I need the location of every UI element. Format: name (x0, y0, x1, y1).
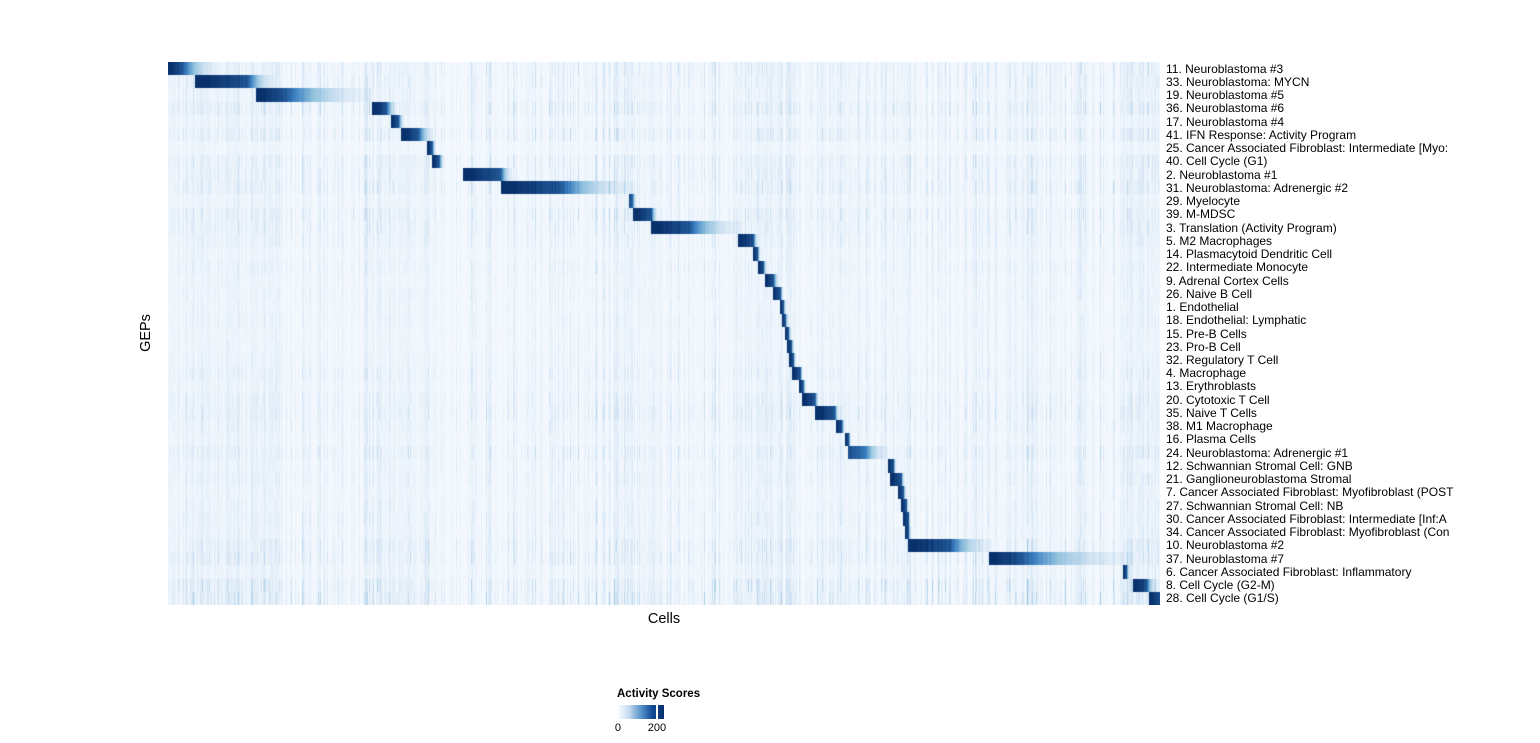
colorbar-legend: Activity Scores 0 200 (614, 688, 737, 735)
gep-row-label: 4. Macrophage (1166, 366, 1247, 381)
x-axis-title: Cells (647, 611, 681, 627)
gep-row-label: 40. Cell Cycle (G1) (1166, 154, 1268, 169)
gep-row-label: 16. Plasma Cells (1166, 432, 1257, 447)
gep-row-label: 24. Neuroblastoma: Adrenergic #1 (1166, 445, 1349, 460)
colorbar-tick-mark (655, 705, 658, 719)
gep-row-label: 39. M-MDSC (1166, 207, 1236, 222)
gep-row-label: 30. Cancer Associated Fibroblast: Interm… (1166, 511, 1447, 526)
gep-row-label: 11. Neuroblastoma #3 (1166, 61, 1284, 76)
colorbar-tick-labels: 0 200 (614, 722, 667, 735)
gep-row-label: 9. Adrenal Cortex Cells (1166, 273, 1289, 288)
gep-row-label: 32. Regulatory T Cell (1166, 352, 1279, 367)
gep-row-label: 34. Cancer Associated Fibroblast: Myofib… (1166, 525, 1450, 540)
gep-row-label: 19. Neuroblastoma #5 (1166, 88, 1285, 103)
gep-row-label: 13. Erythroblasts (1166, 379, 1257, 394)
gep-row-label: 27. Schwannian Stromal Cell: NB (1166, 498, 1344, 513)
gep-row-label: 2. Neuroblastoma #1 (1166, 167, 1278, 182)
gep-row-label: 20. Cytotoxic T Cell (1166, 392, 1270, 407)
gep-row-label: 29. Myelocyte (1166, 194, 1241, 209)
gep-row-label: 10. Neuroblastoma #2 (1166, 538, 1285, 553)
gep-row-label: 12. Schwannian Stromal Cell: GNB (1166, 458, 1353, 473)
legend-title: Activity Scores (617, 688, 701, 700)
colorbar-gradient (617, 705, 664, 719)
gep-row-label: 22. Intermediate Monocyte (1166, 260, 1309, 275)
gep-row-label: 31. Neuroblastoma: Adrenergic #2 (1166, 180, 1349, 195)
gep-row-label: 18. Endothelial: Lymphatic (1166, 313, 1307, 328)
gep-row-label: 14. Plasmacytoid Dendritic Cell (1166, 247, 1333, 262)
gep-row-label: 26. Naive B Cell (1166, 286, 1253, 301)
gep-row-label: 15. Pre-B Cells (1166, 326, 1247, 341)
gep-row-label: 5. M2 Macrophages (1166, 233, 1273, 248)
colorbar-tick-200: 200 (647, 722, 667, 734)
y-axis-title: GEPs (138, 314, 154, 352)
gep-row-label: 23. Pro-B Cell (1166, 339, 1241, 354)
gep-row-label: 38. M1 Macrophage (1166, 419, 1273, 434)
gep-row-label: 25. Cancer Associated Fibroblast: Interm… (1166, 141, 1449, 156)
gep-row-label: 36. Neuroblastoma #6 (1166, 101, 1285, 116)
gep-row-label: 3. Translation (Activity Program) (1166, 220, 1337, 235)
gep-row-label: 28. Cell Cycle (G1/S) (1166, 591, 1279, 606)
gep-row-label: 41. IFN Response: Activity Program (1166, 127, 1357, 142)
gep-row-label: 37. Neuroblastoma #7 (1166, 551, 1285, 566)
gep-row-label: 7. Cancer Associated Fibroblast: Myofibr… (1166, 485, 1454, 500)
colorbar-tick-0: 0 (614, 722, 621, 734)
gep-row-label: 35. Naive T Cells (1166, 405, 1257, 420)
gep-row-label: 21. Ganglioneuroblastoma Stromal (1166, 472, 1352, 487)
gep-row-label: 6. Cancer Associated Fibroblast: Inflamm… (1166, 564, 1412, 579)
gep-row-label: 33. Neuroblastoma: MYCN (1166, 74, 1310, 89)
heatmap-plot-area (168, 62, 1160, 605)
gep-row-label: 1. Endothelial (1166, 300, 1239, 314)
gep-row-labels: 11. Neuroblastoma #3 33. Neuroblastoma: M… (1166, 61, 1540, 606)
gep-row-label: 17. Neuroblastoma #4 (1166, 114, 1285, 129)
gep-row-label: 8. Cell Cycle (G2-M) (1166, 578, 1275, 593)
